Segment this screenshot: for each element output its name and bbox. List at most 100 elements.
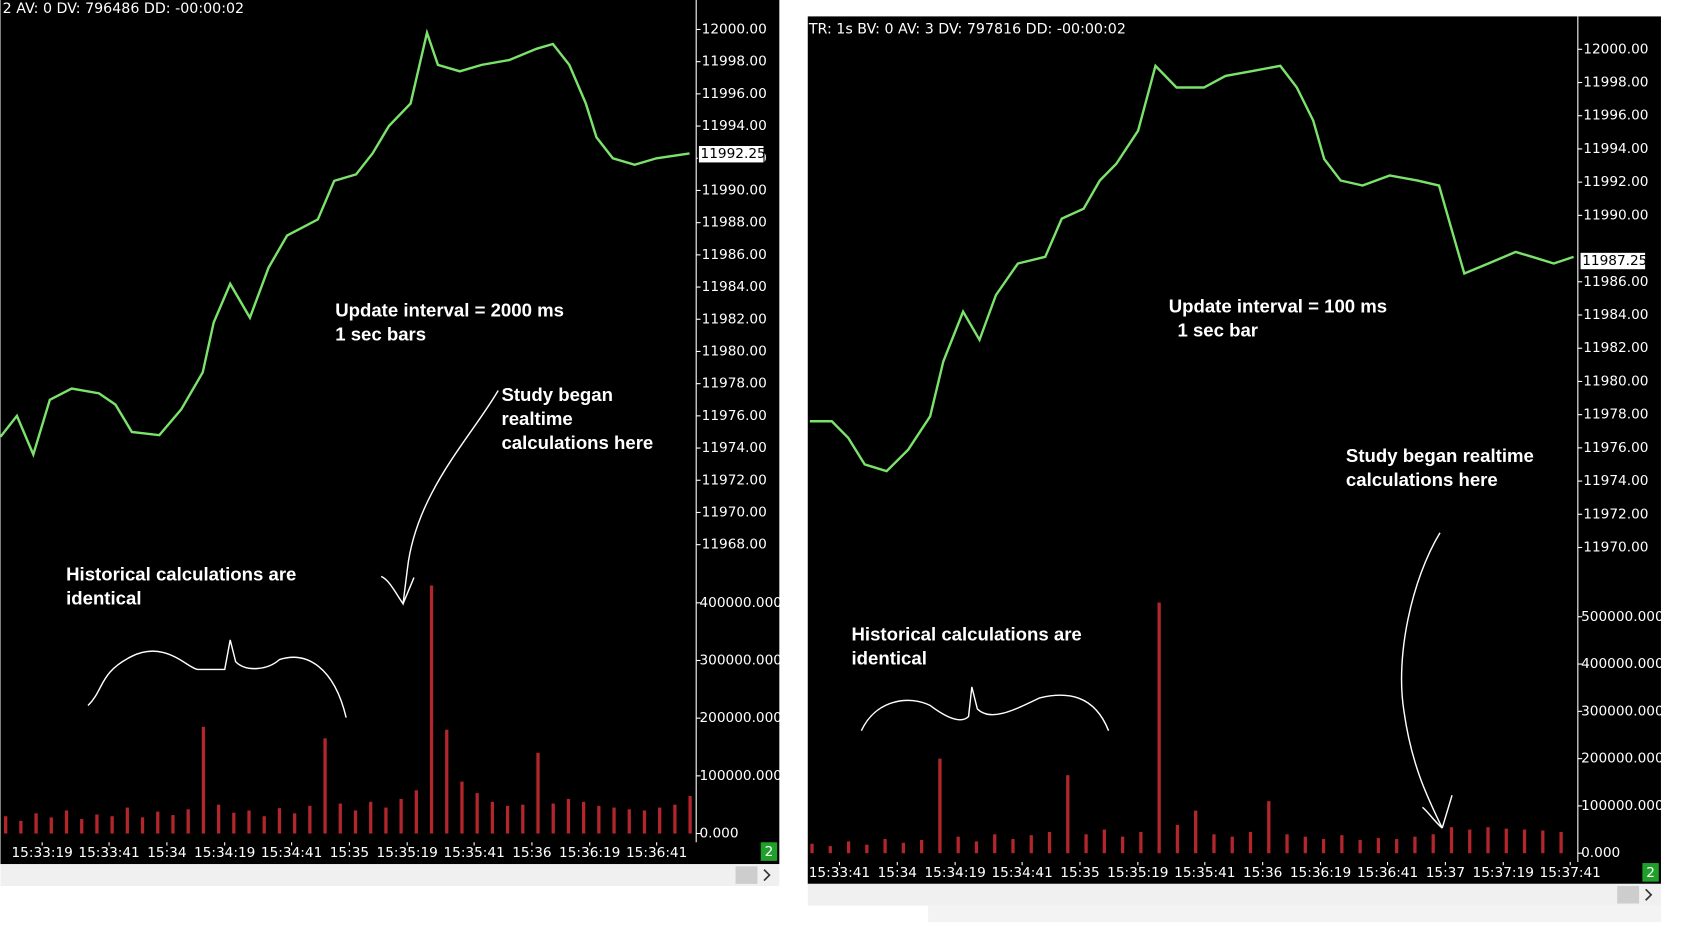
volume-bar: [201, 726, 206, 834]
y-tick-label: 11968.00: [702, 537, 767, 553]
y-tick-label: 11974.00: [702, 440, 767, 456]
volume-bar: [597, 805, 601, 834]
volume-bar: [247, 810, 251, 834]
last-price-label: 11987.25: [1582, 253, 1647, 269]
y-tick-label: 11986.00: [702, 247, 767, 263]
y2-tick-label: 500000.000: [1581, 609, 1664, 625]
volume-bar: [1212, 834, 1216, 854]
right-scroll-thumb[interactable]: [1617, 886, 1640, 904]
y2-tick-label: 100000.000: [1581, 798, 1664, 814]
volume-bar: [429, 585, 434, 834]
y-tick-label: 11990.00: [1583, 207, 1648, 223]
x-tick-label: 15:35:41: [1174, 865, 1235, 881]
volume-bar: [521, 804, 525, 834]
volume-bar: [460, 781, 464, 834]
volume-bar: [993, 834, 997, 854]
x-tick-label: 15:34:41: [991, 865, 1052, 881]
brace-right: [860, 686, 1110, 731]
x-tick-label: 15:37:41: [1540, 865, 1601, 881]
annotation: 1 sec bars: [335, 324, 426, 345]
left-scrollbar[interactable]: [0, 864, 780, 887]
volume-bar: [262, 816, 266, 834]
volume-bar: [34, 813, 38, 834]
y-tick-label: 11998.00: [1583, 75, 1648, 91]
volume-bar: [95, 814, 99, 834]
volume-bar: [216, 804, 221, 834]
x-tick-label: 15:34: [878, 865, 917, 881]
price-line: [809, 63, 1574, 473]
x-tick-label: 15:34: [147, 845, 186, 861]
y-tick-label: 11972.00: [702, 472, 767, 488]
volume-bar: [353, 810, 358, 834]
annotation: Study began realtime: [1346, 445, 1534, 466]
annotation: Historical calculations are: [852, 623, 1082, 644]
volume-bar: [1157, 602, 1161, 854]
volume-bar: [865, 844, 869, 854]
volume-bar: [846, 841, 851, 854]
volume-bar: [293, 813, 297, 834]
volume-bar: [4, 816, 8, 834]
volume-bar: [384, 807, 388, 834]
volume-bar: [19, 820, 23, 834]
volume-bar: [828, 846, 832, 854]
y2-tick-label: 300000.000: [699, 652, 782, 668]
volume-bar: [1376, 838, 1381, 854]
y-tick-label: 11982.00: [702, 311, 767, 327]
x-tick-label: 15:34:41: [261, 845, 322, 861]
annotation: identical: [66, 587, 141, 608]
volume-bar: [1029, 835, 1033, 854]
annotation: Historical calculations are: [66, 563, 296, 584]
y-tick-label: 11994.00: [702, 118, 767, 134]
volume-bar: [627, 809, 631, 834]
arrow-left: [380, 390, 499, 606]
x-tick-label: 15:33:19: [11, 845, 72, 861]
volume-bar: [974, 841, 979, 854]
y-tick-label: 11976.00: [702, 408, 767, 424]
right-scrollbar[interactable]: [807, 883, 1661, 906]
x-tick-label: 15:36:41: [626, 845, 687, 861]
volume-bar: [1486, 827, 1490, 854]
y2-tick-label: 200000.000: [1581, 751, 1664, 767]
badge-box: [1642, 863, 1659, 882]
y-tick-label: 11978.00: [702, 376, 767, 392]
x-tick-label: 15:36: [512, 845, 551, 861]
volume-bar: [369, 801, 373, 834]
left-scroll-thumb[interactable]: [735, 866, 758, 884]
y-tick-label: 11972.00: [1583, 506, 1648, 522]
left-scroll-arrow[interactable]: [763, 869, 771, 882]
volume-bar: [920, 839, 924, 854]
y2-tick-label: 200000.000: [699, 710, 782, 726]
volume-bar: [688, 796, 692, 834]
y2-tick-label: 400000.000: [699, 595, 782, 611]
volume-bar: [1230, 836, 1234, 854]
last-price-label: 11992.25: [701, 146, 766, 162]
volume-bar: [658, 807, 662, 834]
y-tick-label: 11970.00: [702, 504, 767, 520]
x-tick-label: 15:35:41: [443, 845, 504, 861]
volume-bar: [1011, 839, 1015, 854]
annotation: Update interval = 2000 ms: [335, 300, 564, 321]
right-scroll-arrow[interactable]: [1645, 888, 1653, 901]
volume-bar: [1084, 834, 1088, 854]
volume-bar: [338, 803, 342, 834]
volume-bar: [140, 817, 145, 834]
volume-bar: [399, 798, 403, 834]
x-tick-label: 15:35:19: [1107, 865, 1168, 881]
annotation: Study began: [501, 384, 612, 405]
annotation: calculations here: [1346, 469, 1498, 490]
volume-bar: [1468, 829, 1472, 854]
volume-bar: [475, 793, 479, 834]
volume-bar: [581, 801, 586, 834]
volume-bar: [1285, 834, 1289, 854]
volume-bar: [1321, 839, 1326, 854]
volume-bar: [551, 803, 555, 834]
x-tick-label: 15:35:19: [377, 845, 438, 861]
y-tick-label: 11980.00: [702, 343, 767, 359]
volume-bar: [1395, 839, 1399, 854]
y-tick-label: 11994.00: [1583, 141, 1648, 157]
annotation: identical: [852, 648, 927, 669]
y-tick-label: 11986.00: [1583, 274, 1648, 290]
y-tick-label: 11980.00: [1583, 373, 1648, 389]
arrow-right: [1400, 532, 1453, 829]
